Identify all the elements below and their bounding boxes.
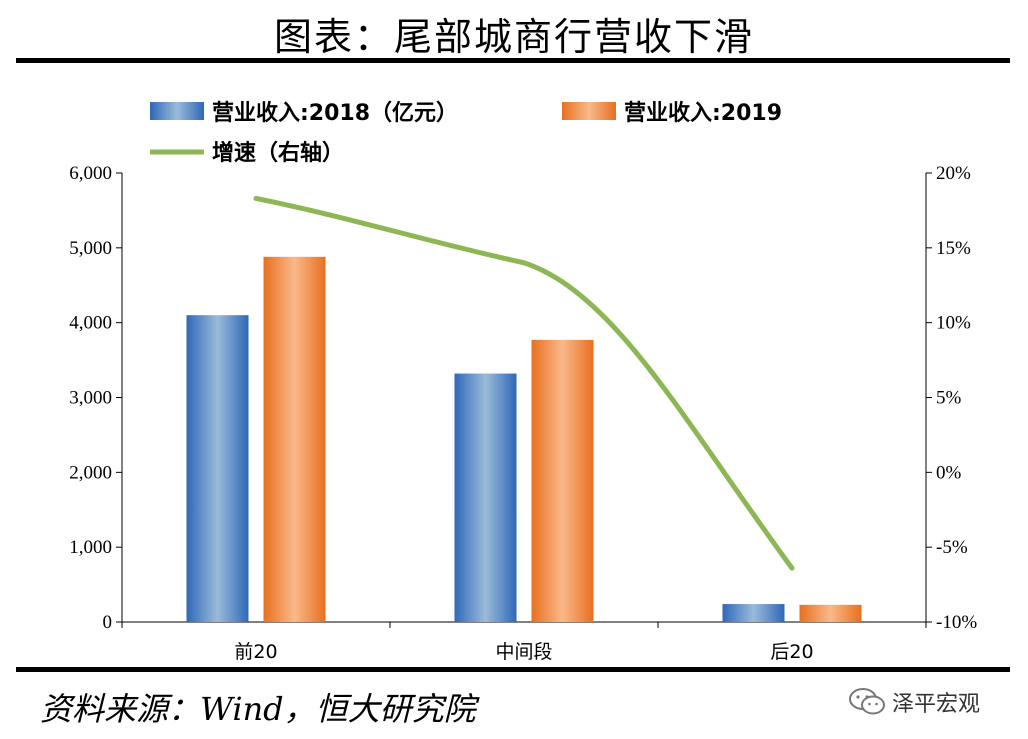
left-tick-label: 2,000 [69,462,112,483]
bottom-divider [16,667,1010,672]
growth-line-path [253,195,795,571]
legend-label-2018: 营业收入:2018（亿元） [212,100,458,126]
right-tick-label: -5% [936,537,968,558]
bar-2018 [186,315,249,622]
left-tick-label: 6,000 [69,163,112,184]
bar-2019 [531,339,594,622]
x-category-label: 中间段 [495,641,552,663]
legend-swatch-2018 [150,102,204,120]
brand: 泽平宏观 [848,684,980,720]
right-tick-label: 15% [936,238,971,259]
right-tick-label: -10% [936,612,977,633]
bar-2019 [263,256,326,622]
axis-ticks: 0 1,000 2,000 3,000 4,000 5,000 6,000 -10% -5% 0%… [69,163,977,663]
bar-2018 [454,373,517,622]
growth-line [253,195,795,571]
left-tick-label: 5,000 [69,238,112,259]
x-category-label: 后20 [770,641,813,663]
wechat-icon [849,688,885,715]
source-note: 资料来源：Wind，恒大研究院 [40,690,476,728]
left-tick-label: 4,000 [69,313,112,334]
right-tick-label: 0% [936,462,962,483]
page-title: 图表：尾部城商行营收下滑 [273,15,754,59]
legend: 营业收入:2018（亿元） 营业收入:2019 增速（右轴） [150,100,782,166]
top-divider [16,58,1010,63]
bar-2018 [722,604,785,622]
right-tick-label: 20% [936,163,971,184]
legend-swatch-2019 [562,102,616,120]
left-tick-label: 3,000 [69,388,112,409]
brand-label: 泽平宏观 [892,692,981,717]
right-tick-label: 5% [936,388,962,409]
right-tick-label: 10% [936,313,971,334]
bars [186,256,862,622]
legend-label-growth: 增速（右轴） [212,140,344,166]
left-tick-label: 1,000 [69,537,112,558]
x-category-label: 前20 [234,641,277,663]
legend-label-2019: 营业收入:2019 [624,100,782,126]
bar-2019 [799,604,862,622]
left-tick-label: 0 [103,612,113,633]
